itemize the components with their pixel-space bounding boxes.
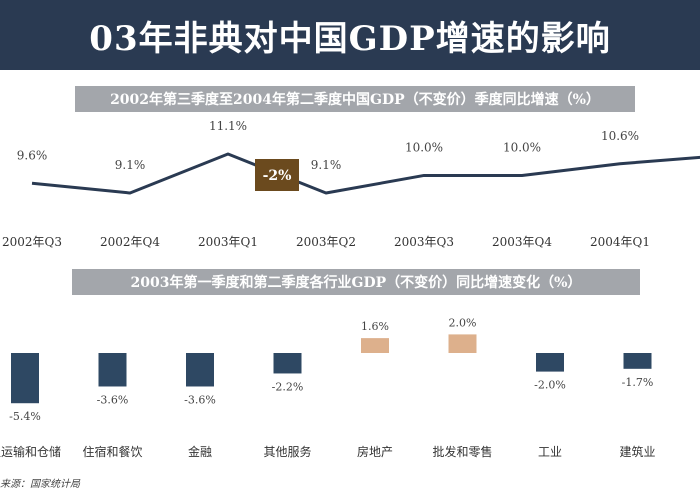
bar-data-label: -2.2% [272,380,304,393]
line-data-label: 9.6% [17,148,48,162]
bar-category-label: 其他服务 [263,444,311,459]
bar-category-label: 房地产 [357,444,393,459]
industry-bar [98,353,127,387]
line-x-tick-label: 2003年Q4 [492,235,552,249]
bar-data-label: -5.4% [9,410,41,423]
drop-annotation-label: -2% [263,168,292,184]
header-bar: 03年非典对中国GDP增速的影响 [0,0,700,70]
bar-category-label: 建筑业 [619,444,655,459]
source-note: 来源：国家统计局 [0,479,80,490]
bar-category-label: 工业 [538,445,562,459]
bar-chart-title: 2003年第一季度和第二季度各行业GDP（不变价）同比增速变化（%） [72,269,640,295]
industry-bar [448,334,477,353]
bar-category-label: 通运输和仓储 [0,444,61,459]
industry-bar [273,353,302,374]
page-title: 03年非典对中国GDP增速的影响 [89,18,611,59]
drop-annotation-box [255,159,299,191]
gdp-growth-line [31,152,700,195]
line-data-label: 10.0% [405,140,443,154]
bar-data-label: -3.6% [97,393,129,406]
bar-category-label: 批发和零售 [432,444,492,459]
line-data-label: 9.1% [115,158,146,172]
line-data-label: 11.1% [209,119,247,133]
bar-data-label: -1.7% [622,376,654,389]
bar-data-label: -2.0% [534,379,566,392]
line-data-label: 10.6% [601,129,639,143]
line-x-tick-label: 2002年Q3 [2,235,62,249]
line-x-tick-label: 2003年Q1 [198,235,258,249]
line-data-label: 9.1% [311,158,342,172]
industry-bar [361,338,389,353]
line-x-tick-label: 2002年Q4 [100,235,160,249]
bar-data-label: -3.6% [184,393,216,406]
bar-category-label: 金融 [188,444,212,459]
bar-data-label: 2.0% [449,316,477,329]
line-x-tick-label: 2004年Q1 [590,235,650,249]
industry-bar [536,353,564,372]
bar-data-label: 1.6% [361,320,389,333]
industry-bar [186,353,214,387]
line-data-label: 10.0% [503,140,541,154]
industry-bar [11,353,39,404]
industry-bar [623,353,652,369]
line-x-tick-label: 2003年Q3 [394,235,454,249]
line-x-tick-label: 2003年Q2 [296,235,356,249]
bar-category-label: 住宿和餐饮 [82,444,142,459]
line-chart-title: 2002年第三季度至2004年第二季度中国GDP（不变价）季度同比增速（%） [75,86,635,112]
